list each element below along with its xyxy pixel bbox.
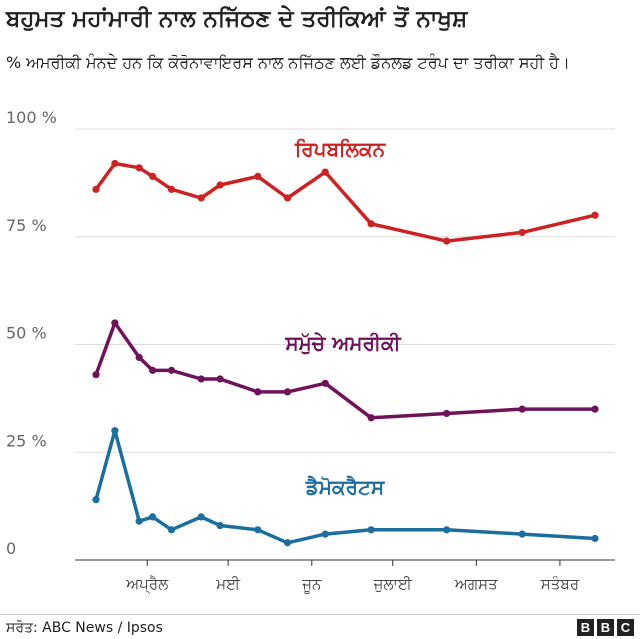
- data-point: [92, 185, 100, 193]
- data-point: [367, 220, 375, 228]
- logo-letter: B: [577, 619, 594, 636]
- data-point: [591, 211, 599, 219]
- logo-letter: B: [597, 619, 614, 636]
- x-tick-label: ਜੂਨ: [301, 575, 322, 593]
- data-point: [149, 513, 157, 521]
- data-point: [321, 530, 329, 538]
- y-tick-label: 75 %: [6, 216, 47, 235]
- data-point: [135, 353, 143, 362]
- series-label: ਡੈਮੋਕਰੈਟਸ: [305, 474, 386, 499]
- data-point: [135, 164, 143, 172]
- x-tick-label: ਮਈ: [215, 575, 241, 593]
- data-point: [167, 185, 176, 193]
- footer-divider: [0, 614, 640, 615]
- data-point: [518, 228, 526, 237]
- data-point: [111, 427, 119, 435]
- data-point: [254, 388, 262, 396]
- data-point: [283, 539, 292, 547]
- chart-title: ਬਹੁਮਤ ਮਹਾਂਮਾਰੀ ਨਾਲ ਨਜਿੱਠਣ ਦੇ ਤਰੀਕਿਆਂ ਤੋਂ…: [6, 6, 468, 32]
- data-point: [591, 405, 599, 413]
- data-point: [443, 526, 451, 534]
- data-point: [111, 159, 119, 168]
- data-point: [367, 414, 375, 422]
- y-tick-label: 50 %: [6, 324, 47, 343]
- data-point: [135, 517, 143, 525]
- data-point: [283, 388, 292, 396]
- series-line: [94, 161, 597, 243]
- data-point: [518, 530, 526, 538]
- data-point: [167, 366, 176, 374]
- logo-letter: C: [617, 619, 634, 636]
- data-point: [111, 319, 119, 327]
- data-point: [283, 194, 292, 202]
- data-point: [216, 181, 224, 189]
- data-point: [197, 375, 205, 383]
- data-point: [167, 526, 176, 534]
- data-point: [149, 172, 157, 181]
- data-point: [443, 237, 451, 245]
- y-tick-label: 100 %: [6, 108, 57, 127]
- data-point: [254, 526, 262, 534]
- data-point: [254, 172, 262, 181]
- x-tick-label: ਸਤੰਬਰ: [540, 575, 580, 593]
- x-tick-label: ਅਗਸਤ: [454, 575, 498, 593]
- data-point: [197, 513, 205, 521]
- data-point: [92, 371, 100, 379]
- bbc-logo: B B C: [577, 619, 634, 636]
- data-point: [216, 375, 224, 383]
- source-note: ਸਰੋਤ: ABC News / Ipsos: [6, 620, 163, 636]
- data-point: [216, 521, 224, 530]
- data-point: [149, 366, 157, 374]
- data-point: [443, 409, 451, 418]
- y-tick-label: 0: [6, 539, 16, 558]
- chart-subtitle: % ਅਮਰੀਕੀ ਮੰਨਦੇ ਹਨ ਕਿ ਕੋਰੋਨਾਵਾਇਰਸ ਨਾਲ ਨਜਿ…: [6, 53, 570, 72]
- data-point: [518, 405, 526, 413]
- data-point: [321, 168, 329, 176]
- y-tick-label: 25 %: [6, 431, 47, 450]
- x-tick-label: ਜੁਲਾਈ: [373, 575, 413, 593]
- x-tick-label: ਅਪ੍ਰੈਲ: [125, 575, 169, 595]
- series-label: ਰਿਪਬਲਿਕਨ: [294, 137, 387, 161]
- data-point: [321, 379, 329, 387]
- data-point: [197, 194, 205, 202]
- series-label: ਸਮੁੱਚੇ ਅਮਰੀਕੀ: [284, 331, 401, 355]
- data-point: [367, 526, 375, 534]
- line-chart: 0 25 % 50 % 75 % 100 % ਅਪ੍ਰੈਲ ਮਈ ਜੂਨ ਜੁਲਾਈ ਅਗਸਤ ਸਤ…: [6, 108, 615, 595]
- data-point: [591, 534, 599, 543]
- data-point: [92, 496, 100, 504]
